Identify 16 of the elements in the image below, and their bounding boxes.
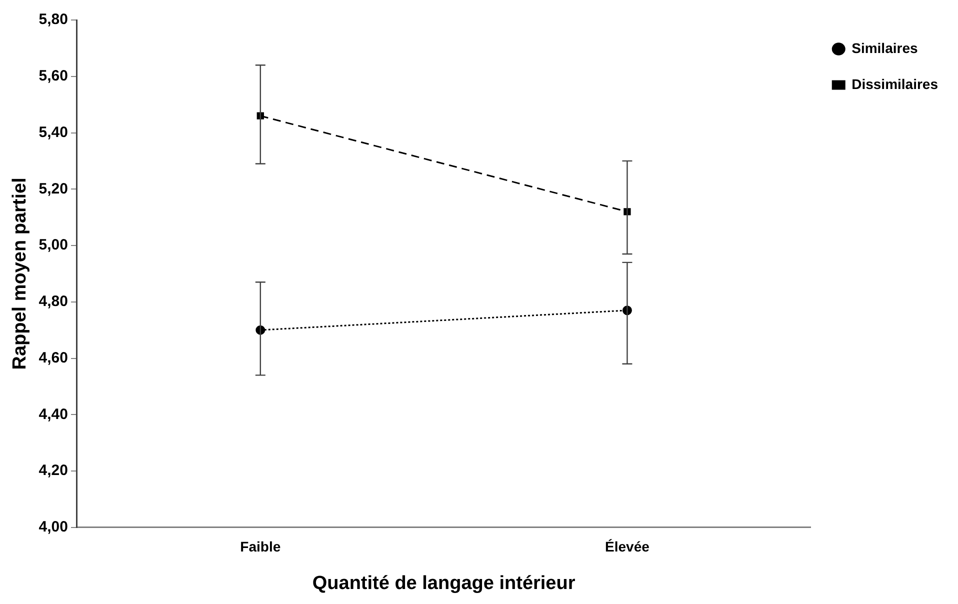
y-tick-label: 5,60 <box>38 68 68 85</box>
y-tick-label: 4,00 <box>38 518 68 536</box>
x-tick-label: Faible <box>240 538 281 555</box>
x-axis-title: Quantité de langage intérieur <box>312 572 576 594</box>
x-tick-label: Élevée <box>605 538 650 555</box>
y-tick-label: 5,80 <box>38 11 68 28</box>
legend-label: Dissimilaires <box>852 76 938 92</box>
y-tick-label: 4,60 <box>38 349 68 366</box>
y-axis-title: Rappel moyen partiel <box>10 178 31 370</box>
y-tick-label: 5,40 <box>38 124 68 141</box>
legend-label: Similaires <box>852 40 918 56</box>
y-tick-label: 5,20 <box>38 180 68 198</box>
y-tick-label: 4,20 <box>38 462 68 480</box>
y-tick-label: 5,00 <box>38 236 68 254</box>
y-tick-label: 4,40 <box>38 406 68 423</box>
y-tick-label: 4,80 <box>38 293 68 310</box>
